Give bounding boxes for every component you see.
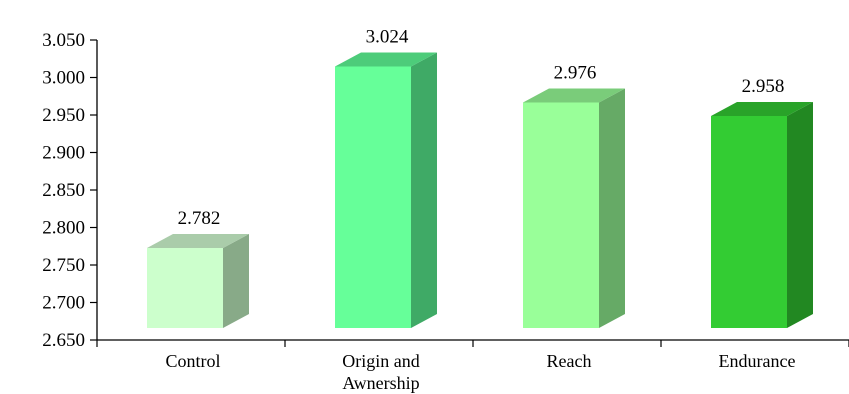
bar-2 xyxy=(523,88,625,328)
data-label: 2.782 xyxy=(178,208,221,229)
y-tick-label: 2.950 xyxy=(42,105,85,126)
y-tick-label: 3.050 xyxy=(42,30,85,51)
bar-0 xyxy=(147,234,249,328)
bar-side-face xyxy=(223,234,249,328)
y-axis-group: 2.650 2.700 2.750 2.800 2.850 2.900 2.950 3.000… xyxy=(42,30,849,351)
data-label: 2.976 xyxy=(554,63,597,84)
bar-side-face xyxy=(599,88,625,328)
y-tick-label: 2.800 xyxy=(42,218,85,239)
data-label: 3.024 xyxy=(366,27,409,48)
x-category-label: Origin and xyxy=(342,351,419,371)
bar-front-face xyxy=(523,102,599,328)
bar-top-face xyxy=(147,234,249,248)
bar-front-face xyxy=(335,66,411,328)
bar-top-face xyxy=(523,88,625,103)
bar-3 xyxy=(711,102,813,328)
bar-top-face xyxy=(335,52,437,67)
y-tick-label: 3.000 xyxy=(42,68,85,89)
y-tick-label: 2.900 xyxy=(42,143,85,164)
bar-front-face xyxy=(147,248,223,328)
y-tick-label: 2.850 xyxy=(42,180,85,201)
x-category-label: Reach xyxy=(547,351,592,371)
bar-1 xyxy=(335,52,437,328)
y-tick-label: 2.650 xyxy=(42,330,85,351)
x-category-label: Awnership xyxy=(342,373,419,393)
y-tick-label: 2.750 xyxy=(42,255,85,276)
y-tick-label: 2.700 xyxy=(42,293,85,314)
x-category-label: Control xyxy=(165,351,220,371)
bar-front-face xyxy=(711,116,787,328)
bars-group xyxy=(147,52,813,328)
bar-top-face xyxy=(711,102,813,116)
bar-side-face xyxy=(787,102,813,328)
data-label: 2.958 xyxy=(742,76,785,97)
x-category-label: Endurance xyxy=(719,351,796,371)
bar-side-face xyxy=(411,52,437,328)
